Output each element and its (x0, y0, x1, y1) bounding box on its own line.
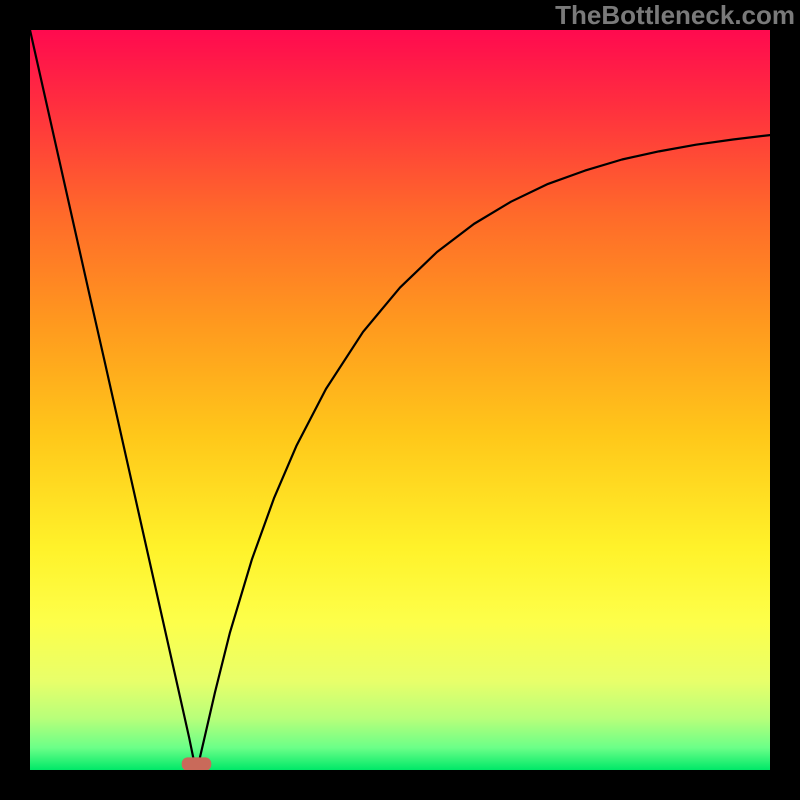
chart-plot-area (30, 30, 770, 770)
bottleneck-curve-chart (30, 30, 770, 770)
minimum-marker (182, 757, 212, 770)
curve-line (30, 30, 770, 770)
watermark-text: TheBottleneck.com (555, 0, 795, 31)
